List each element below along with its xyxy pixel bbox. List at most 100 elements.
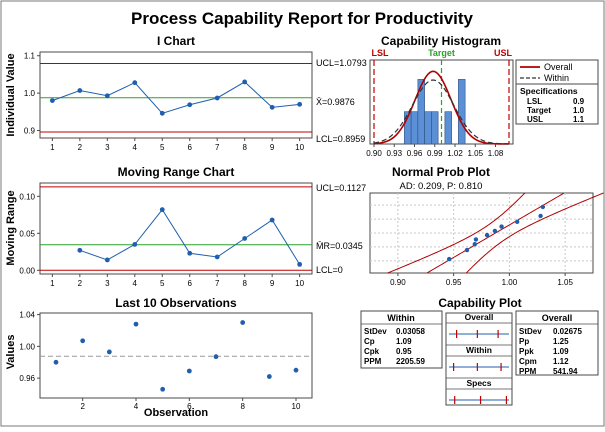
i-chart-xtick-label: 6 [188, 143, 193, 152]
specifications-title: Specifications [520, 86, 578, 96]
i-chart-point-2 [77, 88, 83, 93]
mr-chart-frame [39, 182, 313, 275]
last-obs-xlabel: Observation [144, 407, 208, 419]
last-obs-point-4 [133, 321, 139, 327]
spec-usl-value: 1.1 [573, 115, 585, 124]
i-chart-xtick-label: 5 [160, 143, 165, 152]
normal-probability-plot: Normal Prob Plot AD: 0.209, P: 0.810 0.9… [369, 165, 604, 287]
mr-chart-title: Moving Range Chart [118, 165, 235, 179]
i-chart-point-10 [297, 101, 303, 107]
last-obs-ytick-label: 0.96 [19, 374, 35, 383]
i-chart: I Chart Individual Value 0.9 1.0 1.1 1 2 3 4 5… [5, 34, 367, 152]
overall-stdev-name: StDev [519, 327, 542, 336]
histogram-xtick-label: 0.93 [386, 149, 402, 158]
normal-plot-xtick-label: 0.90 [390, 278, 406, 287]
normal-plot-xtick-label: 0.95 [446, 278, 462, 287]
i-chart-title: I Chart [157, 34, 195, 48]
overall-pp-value: 1.25 [553, 337, 569, 346]
spec-lsl-name: LSL [527, 97, 542, 106]
overall-ppm-value: 541.94 [553, 367, 578, 376]
i-chart-xtick-label: 4 [133, 143, 138, 152]
overall-stats-table: Overall StDev 0.02675 Pp 1.25 Ppk 1.09 C… [515, 310, 599, 376]
i-chart-ytick-label: 1.1 [24, 52, 36, 61]
i-chart-point-8 [242, 79, 248, 85]
histogram-title: Capability Histogram [381, 34, 501, 48]
last-obs-point-7 [213, 354, 219, 360]
i-chart-xtick-label: 3 [105, 143, 110, 152]
histogram-xtick-label: 1.05 [467, 149, 483, 158]
within-cpk-value: 0.95 [396, 347, 412, 356]
mr-chart-point-5 [159, 207, 165, 213]
spec-target-value: 1.0 [573, 106, 585, 115]
normal-plot-point-5 [484, 232, 490, 238]
i-chart-xtick-label: 9 [270, 143, 275, 152]
within-ppm-value: 2205.59 [396, 357, 425, 366]
i-chart-frame [39, 51, 313, 139]
last-obs-point-5 [160, 386, 166, 392]
i-chart-series-line [52, 81, 300, 114]
legend-within-label: Within [544, 73, 569, 83]
mr-chart-ucl-label: UCL=0.1127 [316, 183, 366, 193]
i-chart-point-7 [214, 95, 220, 101]
normal-plot-lower-band [387, 192, 526, 274]
mr-chart-point-8 [242, 236, 248, 241]
spec-usl-name: USL [527, 115, 543, 124]
last-obs-xtick-label: 4 [134, 402, 139, 411]
last-obs-ytick-label: 1.00 [19, 342, 35, 351]
normal-plot-point-1 [446, 256, 452, 262]
i-chart-xtick-label: 8 [242, 143, 247, 152]
within-ppm-name: PPM [364, 357, 382, 366]
mr-chart-point-3 [104, 257, 110, 263]
i-chart-xtick-label: 7 [215, 143, 220, 152]
overall-stats-box [515, 310, 599, 376]
within-cp-name: Cp [364, 337, 375, 346]
overall-cpm-value: 1.12 [553, 357, 569, 366]
normal-plot-point-7 [499, 224, 504, 229]
histogram-bar-1 [410, 111, 419, 145]
last-obs-point-2 [80, 338, 86, 344]
last-obs-frame [39, 312, 313, 399]
histogram-target-label: Target [428, 48, 455, 58]
i-chart-point-4 [132, 80, 138, 86]
last-obs-point-8 [240, 320, 246, 325]
mr-chart-point-2 [77, 247, 83, 253]
mr-chart-xtick-label: 8 [242, 279, 247, 288]
mr-chart-point-4 [132, 242, 138, 247]
normal-plot-xtick-label: 1.00 [502, 278, 518, 287]
mr-chart-lcl-label: LCL=0 [316, 265, 343, 275]
normal-plot-xtick-label: 1.05 [557, 278, 573, 287]
last-obs-xtick-label: 2 [80, 402, 85, 411]
mr-chart-point-10 [297, 261, 303, 267]
histogram-usl-label: USL [494, 48, 513, 58]
i-chart-xtick-label: 2 [78, 143, 83, 152]
capability-plot: Capability Plot Within StDev 0.03058 Cp … [360, 296, 599, 406]
mr-chart-xtick-label: 4 [133, 279, 138, 288]
normal-plot-point-4 [473, 237, 479, 242]
histogram-xtick-label: 0.96 [407, 149, 423, 158]
overall-stats-title: Overall [542, 313, 573, 323]
histogram-lsl-label: LSL [372, 48, 390, 58]
mr-chart-ytick-label: 0.05 [19, 229, 35, 238]
mr-chart-xtick-label: 6 [188, 279, 193, 288]
i-chart-ytick-label: 0.9 [24, 127, 36, 136]
overall-stdev-value: 0.02675 [553, 327, 582, 336]
normal-plot-title: Normal Prob Plot [392, 165, 490, 179]
histogram-bar-6 [444, 111, 452, 145]
capbar-specs-label: Specs [466, 378, 491, 388]
mr-chart-xtick-label: 1 [50, 279, 55, 288]
last-obs-point-10 [293, 367, 299, 373]
normal-plot-point-3 [472, 242, 478, 247]
spec-target-name: Target [527, 106, 551, 115]
specifications-box [515, 83, 599, 125]
i-chart-point-3 [104, 93, 110, 99]
mr-chart-point-9 [269, 217, 275, 223]
capability-histogram: Capability Histogram LSL Target USL 0.90… [366, 34, 514, 158]
capability-bars: Overall Within Specs [445, 312, 513, 406]
histogram-legend: Overall Within [515, 59, 599, 86]
normal-plot-upper-band [465, 192, 604, 274]
mr-chart-point-6 [187, 250, 193, 256]
overall-cpm-name: Cpm [519, 357, 537, 366]
i-chart-xtick-label: 1 [50, 143, 55, 152]
